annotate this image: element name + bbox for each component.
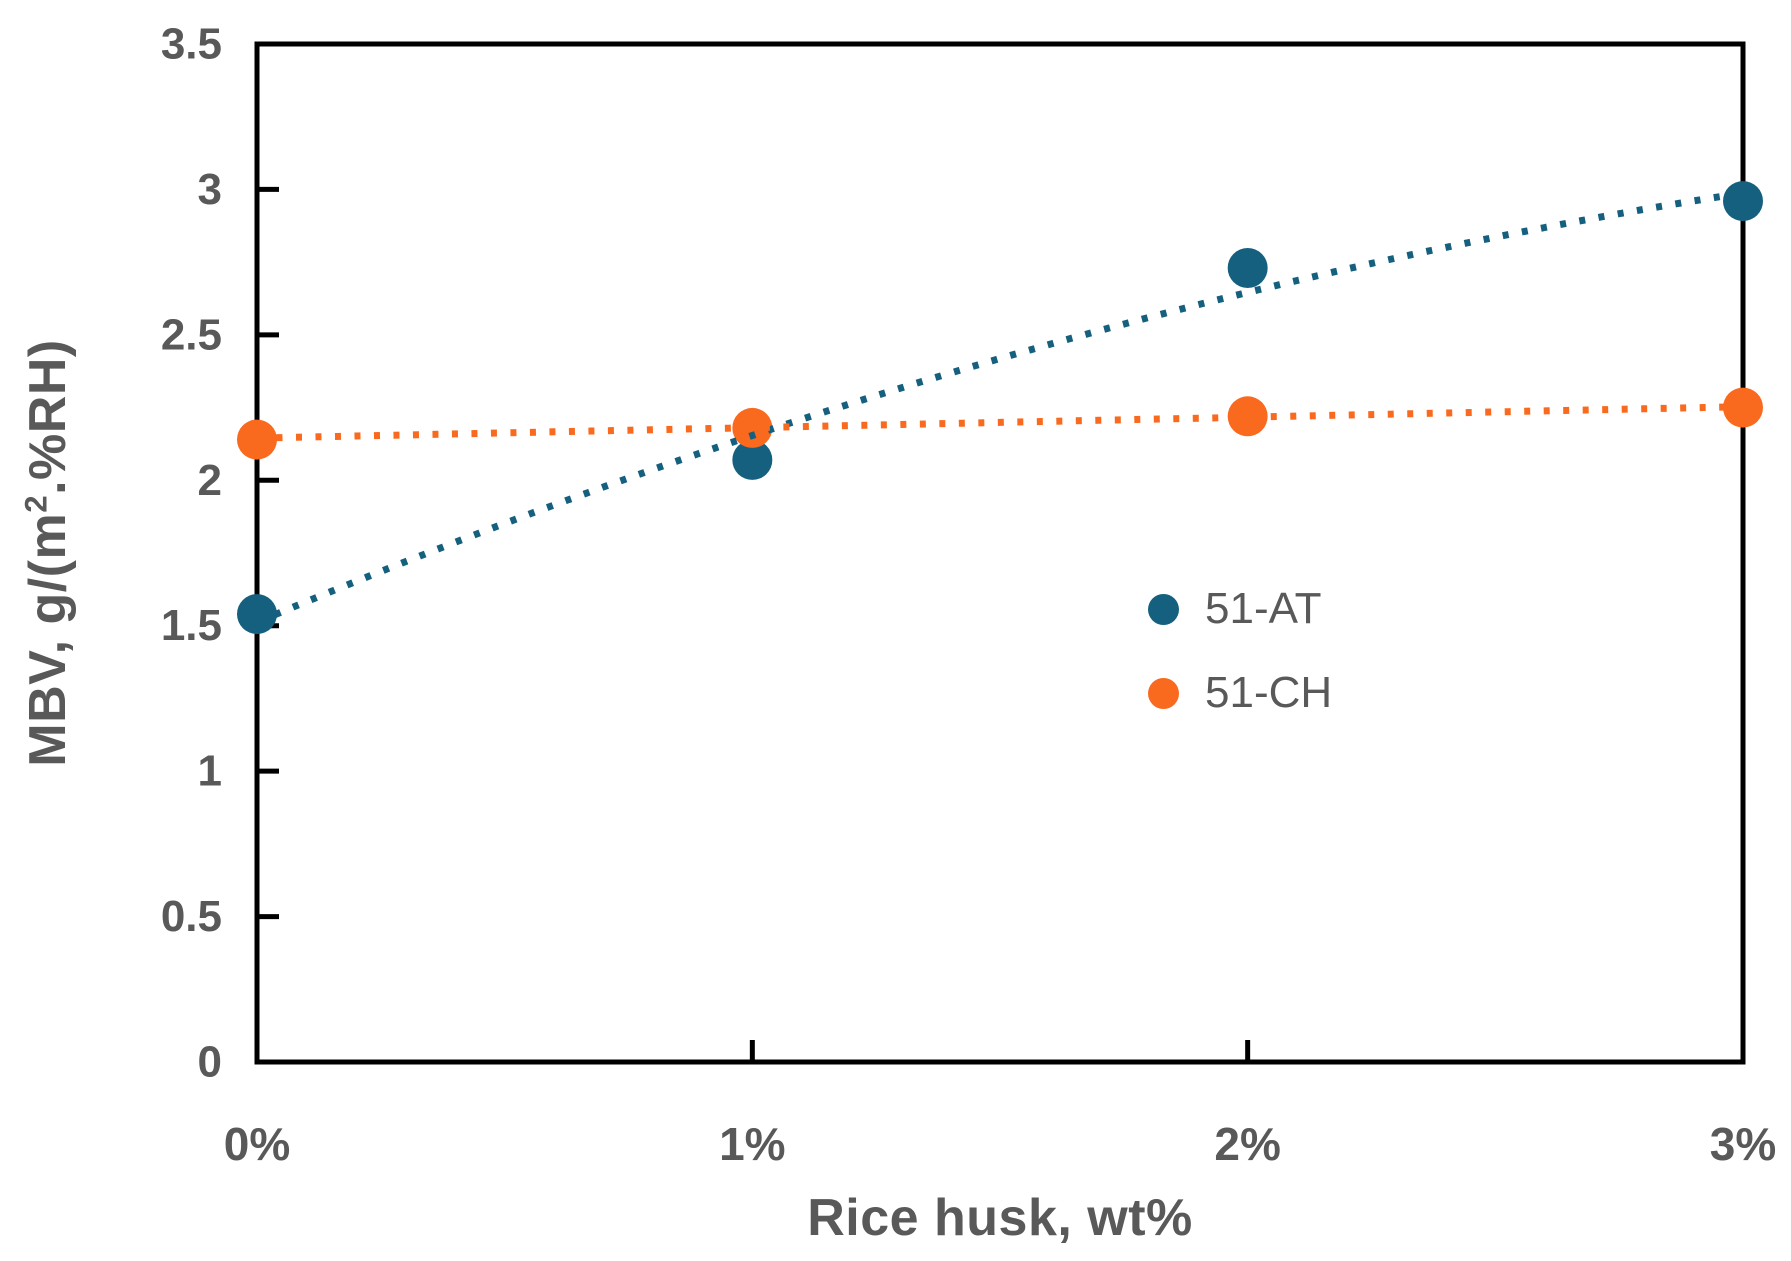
data-point-51-CH-2%	[1227, 396, 1268, 437]
x-tick-label: 1%	[719, 1118, 785, 1170]
y-tick-label: 3.5	[161, 20, 222, 69]
y-axis-title-text: MBV, g/(m	[19, 512, 77, 767]
y-tick-label: 0.5	[161, 892, 222, 941]
x-tick-label: 3%	[1710, 1118, 1776, 1170]
data-point-51-AT-2%	[1227, 247, 1268, 288]
data-point-51-AT-0%	[237, 594, 277, 635]
legend-label: 51-AT	[1205, 584, 1322, 633]
y-axis-title-suffix: .%RH)	[19, 339, 77, 495]
trendline-51-CH	[256, 403, 1744, 442]
y-tick-label: 1.5	[161, 601, 222, 650]
legend-label: 51-CH	[1205, 668, 1333, 717]
y-axis-title-superscript: 2	[18, 494, 54, 513]
legend-marker-icon	[1148, 593, 1179, 625]
legend: 51-AT 51-CH	[1148, 585, 1332, 717]
data-point-51-AT-3%	[1723, 181, 1763, 222]
y-tick-label: 2	[198, 456, 222, 505]
plot-border	[254, 41, 1746, 1065]
y-tick-label: 2.5	[161, 310, 222, 359]
x-tick-label: 2%	[1214, 1118, 1280, 1170]
y-tick-label: 3	[198, 165, 222, 214]
legend-marker-icon	[1148, 677, 1179, 709]
y-tick-label: 0	[198, 1038, 222, 1087]
x-axis-title: Rice husk, wt%	[807, 1189, 1193, 1247]
data-point-51-AT-1%	[732, 439, 773, 480]
y-axis-title: MBV, g/(m2.%RH)	[18, 339, 78, 766]
legend-item-51-AT: 51-AT	[1148, 585, 1332, 633]
y-tick-label: 1	[198, 747, 222, 796]
trendline-51-AT	[255, 189, 1744, 626]
data-point-51-CH-1%	[732, 407, 773, 448]
x-tick-label: 0%	[224, 1118, 290, 1170]
legend-item-51-CH: 51-CH	[1148, 669, 1332, 717]
data-point-51-CH-0%	[237, 419, 277, 460]
